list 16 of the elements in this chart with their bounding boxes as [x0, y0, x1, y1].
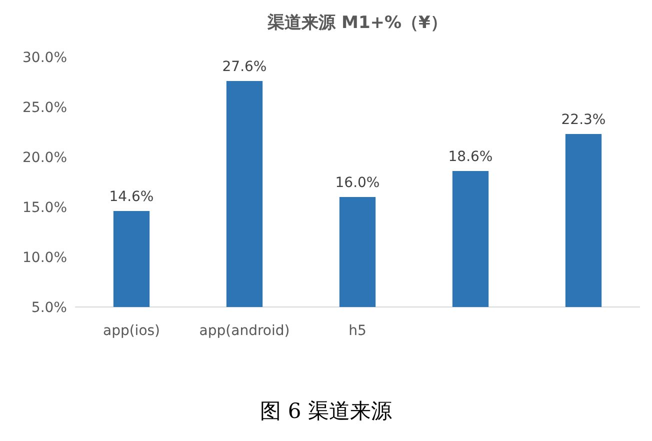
- x-tick-label: app(android): [199, 323, 290, 339]
- y-tick-label: 25.0%: [22, 100, 67, 116]
- data-label: 22.3%: [561, 112, 606, 128]
- data-label: 18.6%: [448, 149, 493, 165]
- x-tick-label: app(ios): [102, 323, 160, 339]
- caption: 图 6 渠道来源: [260, 399, 392, 423]
- y-tick-label: 30.0%: [22, 50, 67, 66]
- title: 渠道来源 M1+%（¥）: [268, 13, 448, 33]
- data-label: 14.6%: [109, 189, 154, 205]
- data-label: 16.0%: [335, 175, 380, 191]
- y-tick-label: 5.0%: [31, 300, 67, 316]
- data-label: 27.6%: [222, 59, 267, 75]
- x-tick-label: h5: [348, 323, 366, 339]
- y-tick-label: 10.0%: [22, 250, 67, 266]
- y-tick-label: 20.0%: [22, 150, 67, 166]
- y-tick-label: 15.0%: [22, 200, 67, 216]
